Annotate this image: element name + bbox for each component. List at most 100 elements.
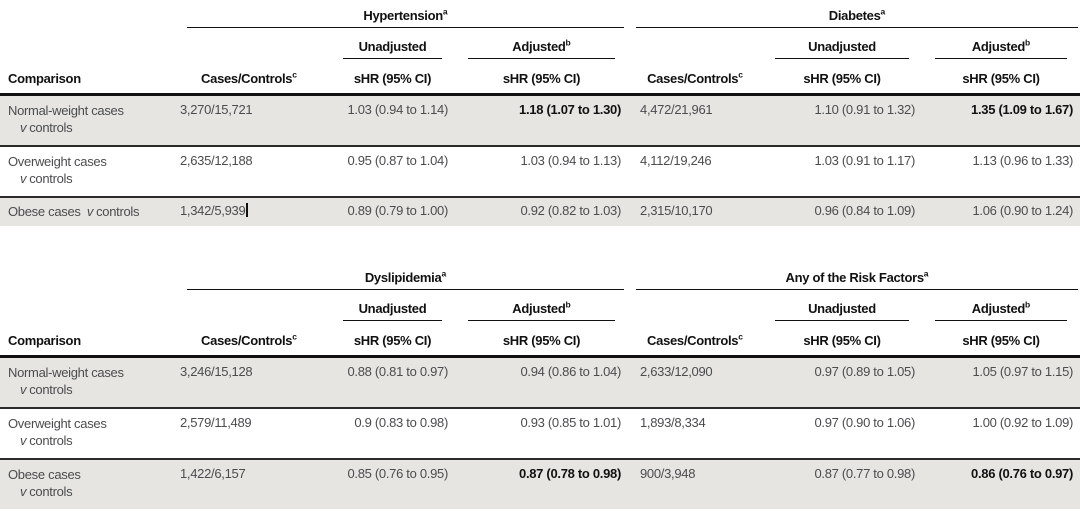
shr-adjusted-cell: 0.93 (0.85 to 1.01)	[520, 415, 621, 430]
spacer-cell	[0, 290, 330, 321]
group-header-row: Hypertensiona Diabetesa	[0, 6, 1080, 28]
cases-controls-cell: 1,422/6,157	[168, 459, 330, 509]
shr-unadjusted-cell: 0.97 (0.90 to 1.06)	[814, 415, 915, 430]
table-row-obese: Obese cases v controls 1,422/6,157 0.85 (…	[0, 459, 1080, 509]
spacer-cell	[628, 290, 762, 321]
footnote-marker-c: c	[738, 69, 743, 80]
footnote-marker-b: b	[565, 299, 571, 310]
footnote-marker-a: a	[880, 6, 886, 17]
group-header-hypertension: Hypertensiona	[168, 6, 628, 28]
shr-unadjusted-cell: 0.85 (0.76 to 0.95)	[330, 459, 455, 509]
shr-unadjusted-cell: 1.03 (0.91 to 1.17)	[814, 153, 916, 168]
cases-controls-cell: 900/3,948	[628, 459, 762, 509]
spacer-cell	[0, 28, 330, 59]
table-row-normal-weight: Normal-weight cases v controls 3,270/15,7…	[0, 94, 1080, 146]
footnote-marker-a: a	[442, 6, 448, 17]
footnote-marker-c: c	[738, 331, 743, 342]
shr-adjusted-cell: 1.00 (0.92 to 1.09)	[972, 415, 1074, 430]
comparison-cell: Normal-weight cases v controls	[0, 94, 168, 146]
shr-adjusted-cell: 0.92 (0.82 to 1.03)	[455, 197, 629, 226]
shr-unadjusted-cell: 0.88 (0.81 to 0.97)	[330, 356, 455, 408]
spacer-cell	[0, 268, 168, 290]
versus-label: v	[20, 120, 27, 135]
shr-adjusted-cell: 0.86 (0.76 to 0.97)	[922, 459, 1080, 509]
risk-factor-tables-figure: Hypertensiona Diabetesa Unadjusted Adjus…	[0, 6, 1080, 509]
subheader-adjusted: Adjustedb	[455, 290, 628, 321]
cases-controls-cell: 1,893/8,334	[640, 415, 706, 430]
group-label: Diabetes	[828, 8, 881, 23]
subheader-unadjusted: Unadjusted	[330, 28, 455, 59]
cases-controls-cell: 2,635/12,188	[180, 153, 253, 168]
shr-adjusted-cell: 0.87 (0.78 to 0.98)	[455, 459, 628, 509]
footnote-marker-b: b	[1025, 37, 1031, 48]
shr-adjusted-cell: 1.18 (1.07 to 1.30)	[455, 94, 629, 146]
group-header-row: Dyslipidemiaa Any of the Risk Factorsa	[0, 268, 1080, 290]
column-header-row: Comparison Cases/Controlsc sHR (95% CI) …	[0, 59, 1080, 96]
group-header-diabetes: Diabetesa	[628, 6, 1080, 28]
spacer-cell	[628, 28, 762, 59]
subheader-unadjusted: Unadjusted	[330, 290, 455, 321]
versus-label: v	[86, 204, 94, 219]
shr-unadjusted-cell: 0.96 (0.84 to 1.09)	[762, 197, 923, 226]
shr-unadjusted-cell: 1.10 (0.91 to 1.32)	[762, 94, 923, 146]
col-header-shr: sHR (95% CI)	[922, 321, 1080, 358]
comparison-cell: Obese cases v controls	[0, 197, 168, 226]
footnote-marker-b: b	[565, 37, 571, 48]
footnote-marker-c: c	[292, 69, 297, 80]
column-header-row: Comparison Cases/Controlsc sHR (95% CI) …	[0, 321, 1080, 358]
shr-adjusted-cell: 0.94 (0.86 to 1.04)	[455, 356, 628, 408]
cases-controls-cell: 4,112/19,246	[640, 153, 712, 168]
versus-label: v	[20, 433, 27, 448]
comparison-cell: Normal-weight cases v controls	[0, 356, 168, 408]
shr-unadjusted-cell: 0.97 (0.89 to 1.05)	[762, 356, 922, 408]
table-row-obese: Obese cases v controls 1,342/5,939 0.89 (…	[0, 197, 1080, 226]
cases-controls-cell: 1,342/5,939	[168, 197, 330, 226]
shr-adjusted-cell: 1.03 (0.94 to 1.13)	[520, 153, 622, 168]
col-header-shr: sHR (95% CI)	[762, 321, 922, 358]
shr-unadjusted-cell: 0.87 (0.77 to 0.98)	[762, 459, 922, 509]
group-label: Any of the Risk Factors	[785, 270, 925, 285]
cases-controls-cell: 3,246/15,128	[168, 356, 330, 408]
cases-controls-cell: 4,472/21,961	[628, 94, 763, 146]
col-header-cases-controls: Cases/Controlsc	[168, 59, 330, 96]
col-header-shr: sHR (95% CI)	[455, 59, 629, 96]
col-header-shr: sHR (95% CI)	[330, 59, 455, 96]
group-header-dyslipidemia: Dyslipidemiaa	[168, 268, 628, 290]
subheader-adjusted: Adjustedb	[922, 28, 1080, 59]
shr-unadjusted-cell: 0.95 (0.87 to 1.04)	[347, 153, 448, 168]
group-label: Dyslipidemia	[364, 270, 442, 285]
versus-label: v	[20, 171, 27, 186]
cases-controls-cell: 2,579/11,489	[180, 415, 252, 430]
cases-controls-cell: 2,633/12,090	[628, 356, 762, 408]
cases-controls-cell: 3,270/15,721	[168, 94, 330, 146]
comparison-cell: Overweight cases v controls	[8, 154, 107, 186]
subgroup-header-row: Unadjusted Adjustedb Unadjusted Adjusted…	[0, 28, 1080, 59]
col-header-cases-controls: Cases/Controlsc	[628, 321, 762, 358]
group-header-any-risk-factors: Any of the Risk Factorsa	[628, 268, 1080, 290]
footnote-marker-c: c	[292, 331, 297, 342]
versus-label: v	[20, 382, 27, 397]
table-row-overweight: Overweight cases v controls 2,635/12,188 …	[0, 146, 1080, 197]
table-hypertension-diabetes: Hypertensiona Diabetesa Unadjusted Adjus…	[0, 6, 1080, 226]
col-header-comparison: Comparison	[0, 321, 168, 358]
versus-label: v	[20, 484, 27, 499]
table-row-overweight: Overweight cases v controls 2,579/11,489 …	[0, 408, 1080, 459]
col-header-shr: sHR (95% CI)	[330, 321, 455, 358]
group-label: Hypertension	[363, 8, 443, 23]
comparison-cell: Overweight cases v controls	[8, 416, 107, 448]
footnote-marker-a: a	[923, 268, 929, 279]
footnote-marker-a: a	[441, 268, 447, 279]
subheader-adjusted: Adjustedb	[455, 28, 628, 59]
spacer-cell	[0, 6, 168, 28]
shr-adjusted-cell: 1.05 (0.97 to 1.15)	[922, 356, 1080, 408]
col-header-cases-controls: Cases/Controlsc	[628, 59, 763, 96]
shr-unadjusted-cell: 1.03 (0.94 to 1.14)	[330, 94, 455, 146]
table-dyslipidemia-any-risk-factors: Dyslipidemiaa Any of the Risk Factorsa U…	[0, 268, 1080, 509]
shr-adjusted-cell: 1.06 (0.90 to 1.24)	[922, 197, 1080, 226]
shr-unadjusted-cell: 0.89 (0.79 to 1.00)	[330, 197, 455, 226]
text-cursor[interactable]	[246, 203, 248, 217]
subheader-unadjusted: Unadjusted	[762, 28, 922, 59]
comparison-cell: Obese cases v controls	[0, 459, 168, 509]
shr-unadjusted-cell: 0.9 (0.83 to 0.98)	[354, 415, 448, 430]
subgroup-header-row: Unadjusted Adjustedb Unadjusted Adjusted…	[0, 290, 1080, 321]
